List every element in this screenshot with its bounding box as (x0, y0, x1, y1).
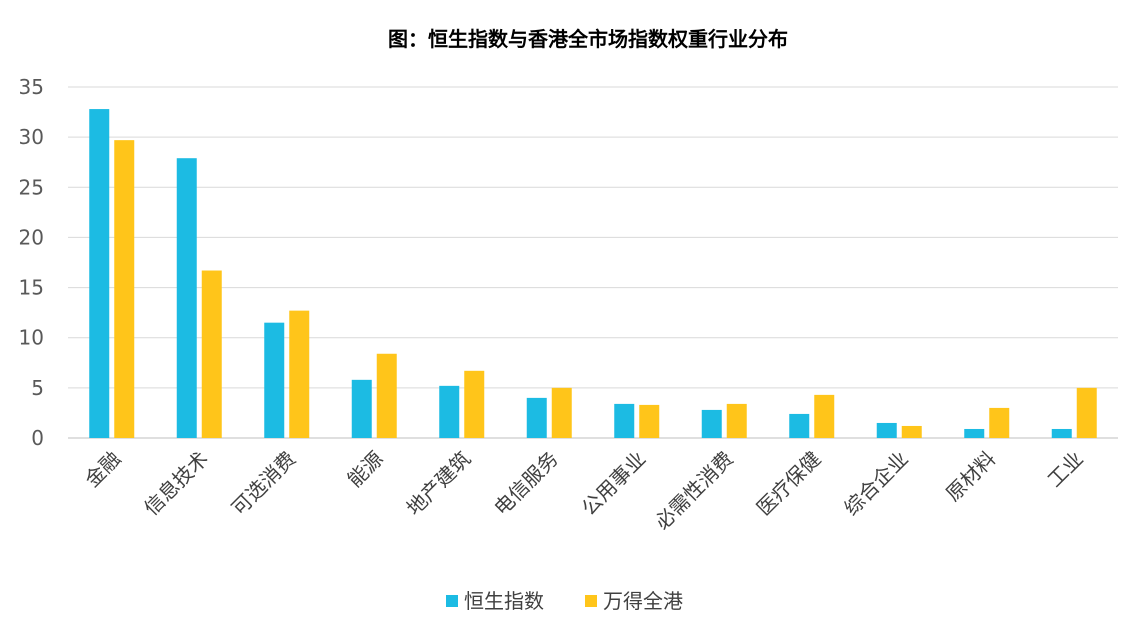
gridlines (68, 86, 1118, 439)
bar-wind-1 (201, 270, 222, 438)
bar-wind-2 (289, 310, 310, 438)
bar-wind-5 (551, 387, 572, 438)
bar-hsi-2 (264, 322, 285, 438)
legend-swatch (585, 595, 597, 607)
bar-wind-4 (464, 370, 485, 438)
x-tick-label: 工业 (1043, 447, 1088, 492)
bar-hsi-11 (1051, 428, 1072, 438)
bar-wind-11 (1076, 387, 1097, 438)
bar-hsi-5 (526, 397, 547, 438)
bar-hsi-9 (876, 422, 897, 438)
bar-hsi-10 (964, 428, 985, 438)
chart-title: 图：恒生指数与香港全市场指数权重行业分布 (388, 27, 788, 51)
legend-swatch (446, 595, 458, 607)
bar-wind-8 (814, 394, 835, 438)
x-axis-ticks: 金融 信息技术 可选消费 能源 地产建筑 电信服务 公用事业 必需性消费 医疗保健 综合企业 原材料… (80, 447, 1088, 535)
bar-hsi-6 (614, 403, 635, 438)
bar-hsi-0 (89, 109, 110, 438)
bar-hsi-3 (351, 379, 372, 438)
x-tick-label: 可选消费 (227, 447, 301, 521)
y-tick-label: 30 (19, 125, 44, 149)
bars (89, 109, 1097, 438)
y-tick-label: 20 (19, 225, 44, 249)
x-tick-label: 公用事业 (577, 447, 651, 521)
legend-label: 万得全港 (603, 589, 683, 613)
bar-hsi-4 (439, 385, 460, 438)
bar-wind-10 (989, 407, 1010, 438)
x-tick-label: 医疗保健 (752, 447, 826, 521)
y-tick-label: 25 (19, 175, 44, 199)
bar-hsi-1 (176, 158, 197, 438)
y-tick-label: 0 (31, 426, 44, 450)
bar-wind-7 (726, 403, 747, 438)
bar-wind-9 (901, 425, 922, 438)
x-tick-label: 原材料 (941, 447, 1000, 506)
bar-hsi-8 (789, 413, 810, 438)
x-tick-label: 电信服务 (489, 447, 563, 521)
y-tick-label: 5 (31, 376, 44, 400)
y-axis-ticks: 0 5 10 15 20 25 30 35 (19, 75, 44, 450)
y-tick-label: 15 (19, 276, 44, 300)
legend-label: 恒生指数 (464, 589, 544, 613)
y-tick-label: 35 (19, 75, 44, 99)
bar-wind-0 (114, 140, 135, 438)
bar-wind-6 (639, 404, 660, 438)
x-tick-label: 地产建筑 (402, 447, 476, 521)
bar-hsi-7 (701, 409, 722, 438)
y-tick-label: 10 (19, 326, 44, 350)
bar-wind-3 (376, 353, 397, 438)
x-tick-label: 综合企业 (839, 447, 913, 521)
legend: 恒生指数 万得全港 (446, 589, 683, 613)
x-tick-label: 金融 (80, 447, 125, 492)
x-tick-label: 能源 (343, 447, 388, 492)
x-tick-label: 必需性消费 (650, 447, 738, 535)
x-tick-label: 信息技术 (139, 447, 213, 521)
